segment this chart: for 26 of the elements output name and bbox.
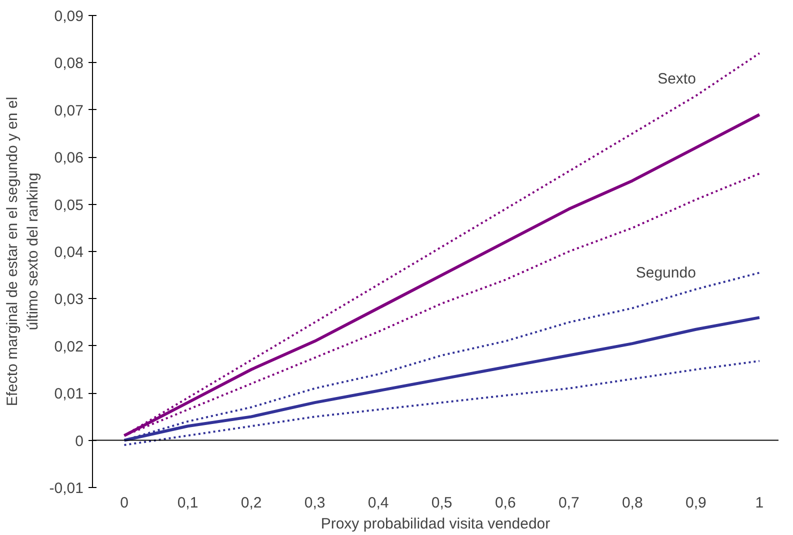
x-tick-label: 0,4 <box>368 494 389 512</box>
x-tick-label: 0,5 <box>431 494 452 512</box>
y-tick-label: 0,02 <box>54 338 84 356</box>
x-tick-label: 0,3 <box>304 494 326 512</box>
x-tick-label: 0,6 <box>494 494 516 512</box>
x-tick-label: 0,2 <box>240 494 262 512</box>
x-tick-label: 1 <box>755 494 764 512</box>
x-tick-label: 0 <box>120 494 128 512</box>
y-tick-label: 0,08 <box>54 55 84 72</box>
x-tick-label: 0,1 <box>177 494 198 512</box>
x-tick-label: 0,8 <box>622 494 643 512</box>
y-tick-label: 0,03 <box>54 291 84 308</box>
y-tick-label: -0,01 <box>49 480 84 497</box>
x-tick-label: 0,9 <box>686 494 706 512</box>
x-tick-label: 0,7 <box>558 494 580 512</box>
series-label: Sexto <box>658 70 696 88</box>
y-axis-title: Efecto marginal de estar en el segundo y en el último sexto del ranking <box>4 96 42 406</box>
y-tick-label: 0,05 <box>54 196 84 214</box>
y-tick-label: 0,09 <box>54 8 84 25</box>
y-tick-label: 0,06 <box>54 150 84 167</box>
y-tick-label: 0 <box>75 432 84 450</box>
y-tick-label: 0,01 <box>54 386 84 403</box>
y-tick-label: 0,07 <box>54 102 84 120</box>
y-tick-label: 0,04 <box>54 244 84 261</box>
x-axis-title: Proxy probabilidad visita vendedor <box>320 516 550 532</box>
series-label: Segundo <box>636 264 696 282</box>
